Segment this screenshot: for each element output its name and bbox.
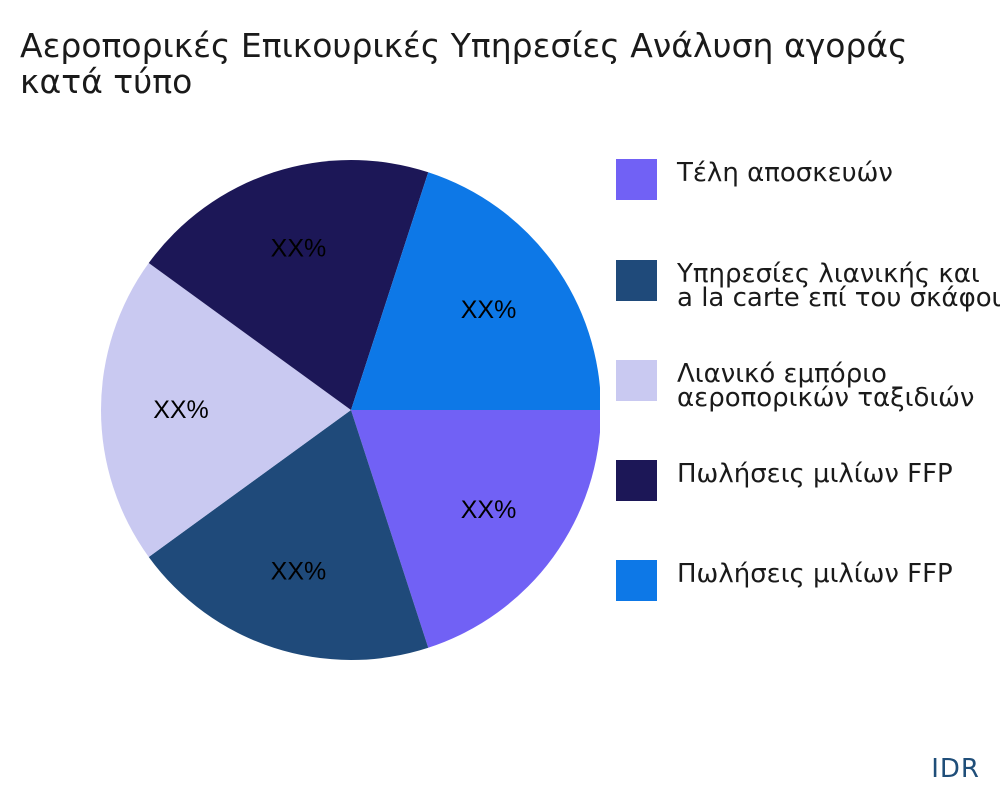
pie-slice-5 [351,172,600,410]
chart-title-line-2: κατά τύπο [20,62,193,101]
pie-slice-2 [148,410,429,660]
pie-slice-1 [351,410,600,648]
legend-swatch [616,460,657,501]
legend-label: Τέλη αποσκευών [677,158,893,188]
legend-label: Πωλήσεις μιλίων FFP [677,459,953,489]
chart-title: Αεροπορικές Επικουρικές Υπηρεσίες Ανάλυσ… [20,28,980,100]
pie-slice-label-1: XX% [461,496,517,524]
pie-slice-label-5: XX% [461,296,517,324]
legend-swatch [616,360,657,401]
pie-slice-label-4: XX% [271,234,327,262]
legend-label: Πωλήσεις μιλίων FFP [677,559,953,589]
pie-chart: XX% XX% XX% XX% XX% [101,160,600,660]
brand-logo: IDR [931,754,980,784]
pie-slice-label-2: XX% [271,558,327,586]
pie-slice-label-3: XX% [153,396,209,424]
legend: Τέλη αποσκευών Υπηρεσίες λιανικής και a l… [616,0,1000,800]
legend-swatch [616,560,657,601]
legend-label: Υπηρεσίες λιανικής και a la carte επί του… [677,259,1000,313]
legend-swatch [616,260,657,301]
chart-title-line-1: Αεροπορικές Επικουρικές Υπηρεσίες Ανάλυσ… [20,26,908,65]
pie-slice-3 [101,263,352,557]
legend-swatch [616,159,657,200]
legend-label: Λιανικό εμπόριο αεροπορικών ταξιδιών [677,359,975,413]
pie-slice-4 [148,160,429,410]
